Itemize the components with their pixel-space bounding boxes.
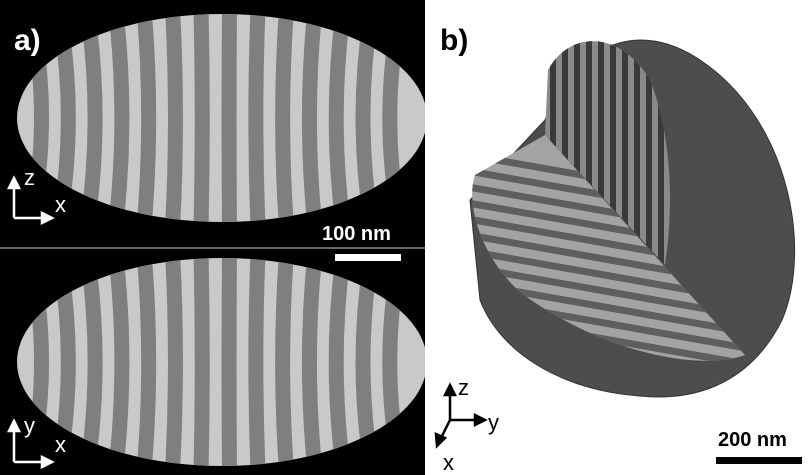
scale-bar xyxy=(335,254,401,261)
panel-label: b) xyxy=(440,24,468,57)
stripe xyxy=(256,252,258,472)
stripe xyxy=(173,252,176,472)
page: {"panels": [ {"label": "a)", "views": [{… xyxy=(0,0,812,475)
stripe xyxy=(87,252,95,472)
figure: a) z x 100 nm y x b) z y x 200 nm xyxy=(0,0,812,475)
stripe xyxy=(201,252,202,472)
panel-label: a) xyxy=(14,24,41,57)
scale-bar-label: 200 nm xyxy=(718,429,787,451)
scale-bar xyxy=(716,457,802,464)
axis-label: z xyxy=(24,165,35,190)
stripe xyxy=(309,252,315,472)
scale-bar-label: 100 nm xyxy=(322,223,391,245)
axis-label: y xyxy=(24,413,35,438)
axis-label: y xyxy=(488,410,499,435)
axis-label: x xyxy=(55,192,66,217)
axis-label: x xyxy=(443,450,454,475)
axis-label: x xyxy=(55,432,66,457)
stripe xyxy=(144,252,149,472)
axis-label: z xyxy=(458,375,469,400)
stripe xyxy=(116,252,122,472)
stripe xyxy=(283,252,287,472)
stripe xyxy=(336,252,343,472)
